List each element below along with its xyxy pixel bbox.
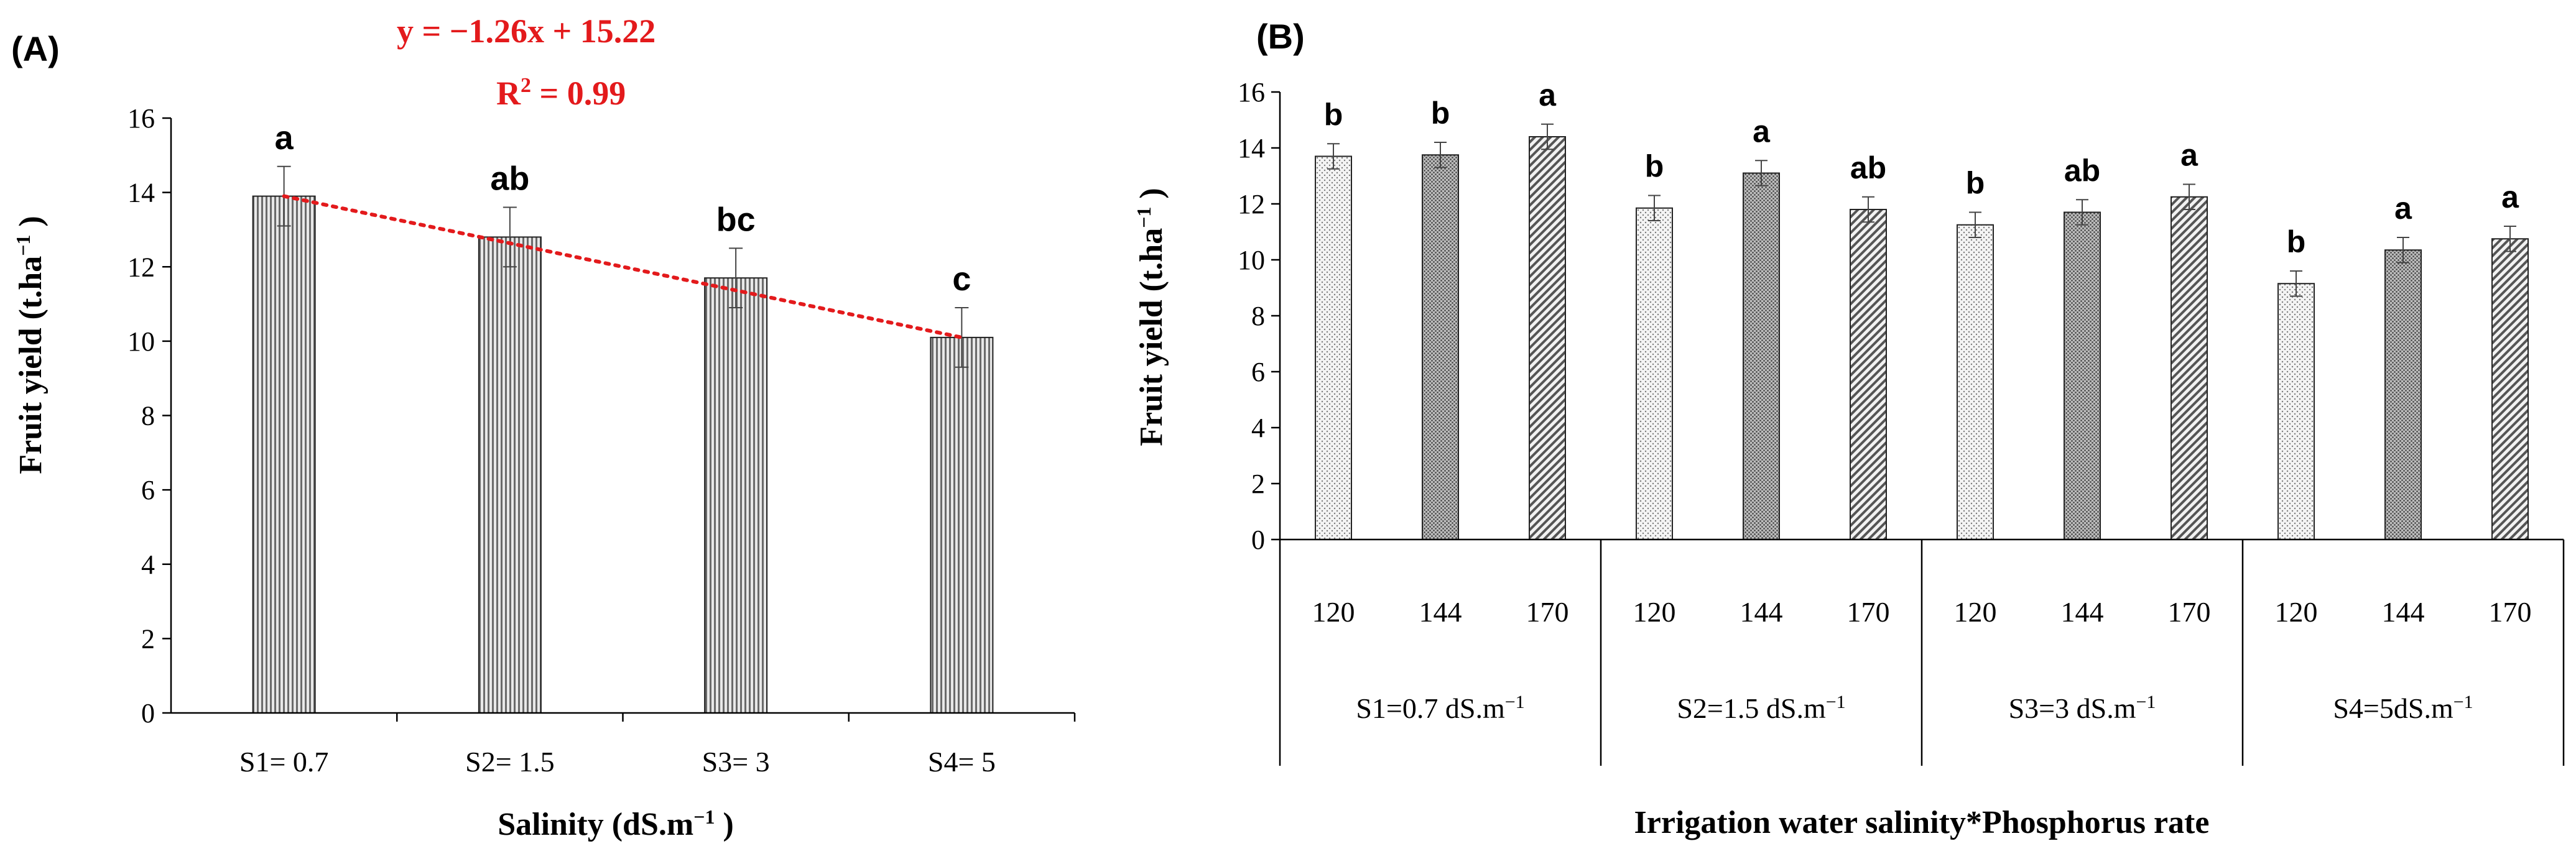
panel-b-bar: [1957, 224, 1994, 540]
panel-a-x-axis-label: Salinity (dS.m−1 ): [498, 806, 734, 842]
panel-b-significance-letter: ab: [2064, 153, 2100, 188]
panel-b-bar: [2384, 249, 2422, 540]
panel-b-y-tick-label: 0: [1251, 525, 1265, 555]
panel-b-y-tick-label: 4: [1251, 413, 1265, 443]
panel-b-significance-letter: b: [1645, 149, 1664, 184]
panel-b-y-tick-label: 12: [1238, 189, 1265, 219]
panel-a: (A) y = −1.26x + 15.22 R2 = 0.99 Fruit y…: [11, 12, 1076, 842]
panel-a-y-tick-label: 8: [141, 401, 155, 431]
panel-b-phosphorus-rate-label: 120: [1312, 596, 1355, 628]
panel-b-bar: [1636, 207, 1673, 540]
panel-b-phosphorus-rate-label: 120: [2275, 596, 2318, 628]
panel-b-y-tick-label: 10: [1238, 245, 1265, 275]
panel-a-y-tick-label: 4: [141, 549, 155, 580]
panel-a-y-tick-label: 6: [141, 475, 155, 505]
panel-b-bar: [1743, 172, 1780, 540]
panel-b-bar: [1422, 154, 1459, 540]
panel-b-significance-letter: a: [2180, 138, 2198, 173]
panel-a-x-tick-label: S1= 0.7: [239, 746, 329, 778]
panel-b: (B) Fruit yield (t.ha−1 ) 0246810121416 …: [1133, 17, 2565, 840]
panel-b-bar: [2064, 211, 2101, 540]
panel-b-phosphorus-rate-label: 170: [1847, 596, 1890, 628]
panel-b-phosphorus-rate-label: 144: [2061, 596, 2104, 628]
panel-a-y-tick-label: 0: [141, 698, 155, 728]
panel-a-bar: [930, 336, 994, 714]
panel-a-label: (A): [11, 29, 60, 68]
panel-b-phosphorus-rate-label: 170: [1526, 596, 1569, 628]
panel-b-significance-letter: ab: [1850, 150, 1886, 185]
panel-b-y-axis-label: Fruit yield (t.ha−1 ): [1133, 188, 1169, 446]
panel-a-significance-letter: c: [952, 260, 971, 298]
panel-a-bar: [252, 195, 316, 714]
panel-b-significance-letter: a: [1753, 114, 1771, 149]
panel-a-y-tick-label: 16: [127, 103, 155, 134]
panel-a-y-tick-label: 14: [127, 178, 155, 208]
panel-b-bar: [2277, 283, 2315, 540]
panel-b-y-tick-label: 14: [1238, 133, 1265, 163]
panel-b-salinity-group-label: S2=1.5 dS.m−1: [1677, 692, 1845, 724]
panel-a-x-tick-label: S2= 1.5: [465, 746, 555, 778]
panel-b-label: (B): [1256, 17, 1305, 56]
panel-a-y-tick-label: 12: [127, 252, 155, 282]
panel-a-significance-letter: bc: [716, 201, 756, 238]
panel-b-salinity-group-label: S1=0.7 dS.m−1: [1356, 692, 1524, 724]
panel-a-y-axis-label: Fruit yield (t.ha−1 ): [12, 216, 49, 474]
panel-b-phosphorus-rate-label: 120: [1633, 596, 1676, 628]
panel-b-bar: [1850, 209, 1887, 540]
panel-b-significance-letter: b: [2287, 224, 2306, 259]
panel-b-significance-letter: a: [1539, 78, 1557, 113]
panel-b-y-tick-label: 16: [1238, 77, 1265, 108]
panel-a-y-tick-label: 10: [127, 326, 155, 357]
panel-a-bar: [704, 277, 768, 714]
panel-b-bar: [2171, 196, 2208, 540]
panel-b-phosphorus-rate-label: 144: [1419, 596, 1462, 628]
panel-b-significance-letter: b: [1966, 166, 1985, 201]
panel-b-significance-letter: b: [1324, 97, 1343, 132]
panel-a-significance-letter: a: [275, 119, 294, 157]
panel-b-bar: [1529, 136, 1566, 540]
panel-b-significance-letter: a: [2394, 191, 2412, 226]
panel-a-x-tick-label: S3= 3: [702, 746, 770, 778]
panel-b-phosphorus-rate-label: 170: [2489, 596, 2532, 628]
panel-b-bar: [2491, 238, 2529, 540]
panel-b-phosphorus-rate-label: 170: [2168, 596, 2211, 628]
panel-b-y-tick-label: 2: [1251, 469, 1265, 499]
panel-a-significance-letter: ab: [490, 160, 529, 198]
trendline-equation: y = −1.26x + 15.22: [397, 12, 656, 50]
panel-b-phosphorus-rate-label: 144: [2382, 596, 2425, 628]
panel-b-y-tick-label: 8: [1251, 301, 1265, 331]
panel-b-y-tick-label: 6: [1251, 357, 1265, 387]
trendline-r2: R2 = 0.99: [496, 74, 626, 112]
panel-b-x-axis-label: Irrigation water salinity*Phosphorus rat…: [1634, 805, 2210, 840]
panel-b-phosphorus-rate-label: 120: [1954, 596, 1997, 628]
panel-b-significance-letter: b: [1431, 96, 1450, 131]
panel-b-salinity-group-label: S4=5dS.m−1: [2333, 692, 2473, 724]
panel-a-y-tick-label: 2: [141, 623, 155, 654]
panel-b-phosphorus-rate-label: 144: [1740, 596, 1783, 628]
panel-b-significance-letter: a: [2501, 180, 2519, 214]
panel-b-bar: [1315, 155, 1352, 540]
panel-a-trendline: [282, 194, 964, 339]
panel-a-x-tick-label: S4= 5: [928, 746, 996, 778]
panel-a-bar: [478, 236, 542, 714]
panel-b-salinity-group-label: S3=3 dS.m−1: [2009, 692, 2156, 724]
